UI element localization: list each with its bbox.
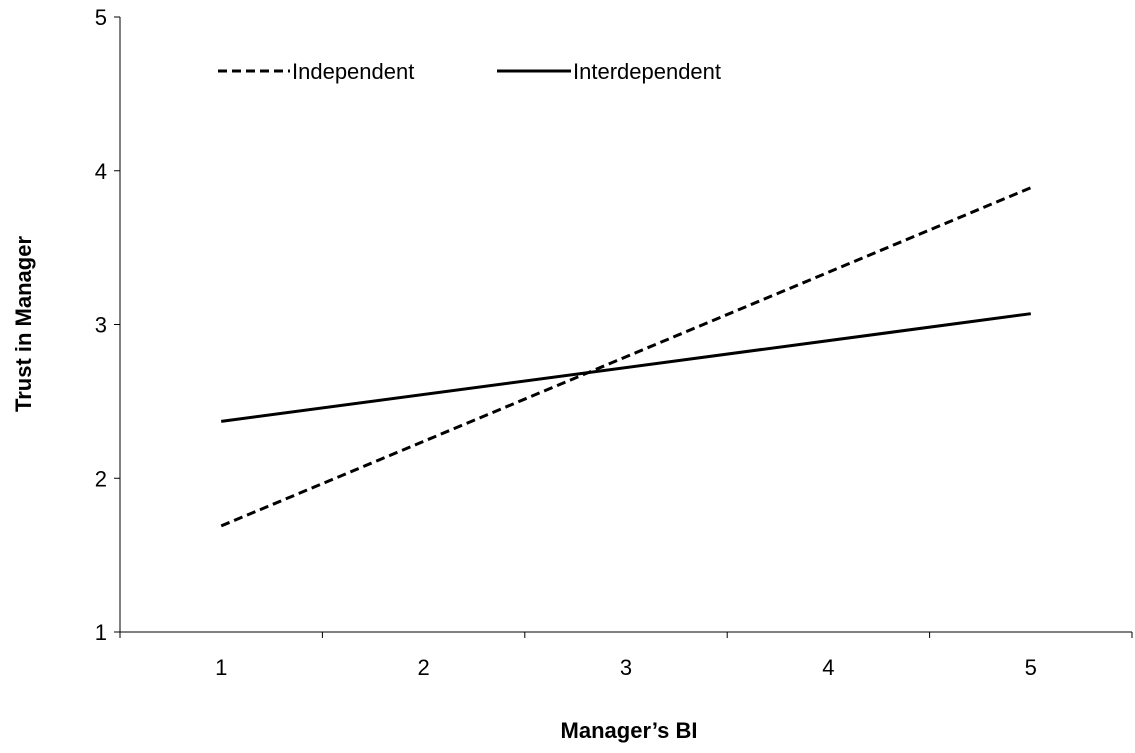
x-tick-label-4: 4 (822, 655, 834, 680)
ticks: 1 2 3 4 5 1 2 3 4 5 (95, 5, 1133, 680)
y-tick-label-5: 5 (95, 5, 107, 30)
series-line-interdependent (221, 312, 1031, 423)
x-tick-label-5: 5 (1025, 655, 1037, 680)
series-lines (220, 186, 1032, 528)
x-tick-label-3: 3 (620, 655, 632, 680)
y-axis-title: Trust in Manager (11, 236, 36, 412)
y-tick-label-2: 2 (95, 466, 107, 491)
y-tick-label-1: 1 (95, 620, 107, 645)
series-line-independent (220, 186, 1032, 528)
legend-label-independent: Independent (292, 59, 414, 84)
legend-label-interdependent: Interdependent (573, 59, 721, 84)
x-axis-title: Manager’s BI (561, 718, 698, 743)
y-tick-label-4: 4 (95, 159, 107, 184)
x-tick-label-2: 2 (417, 655, 429, 680)
axes (119, 17, 1132, 633)
legend: Independent Interdependent (218, 59, 721, 84)
x-tick-label-1: 1 (215, 655, 227, 680)
y-tick-label-3: 3 (95, 313, 107, 338)
